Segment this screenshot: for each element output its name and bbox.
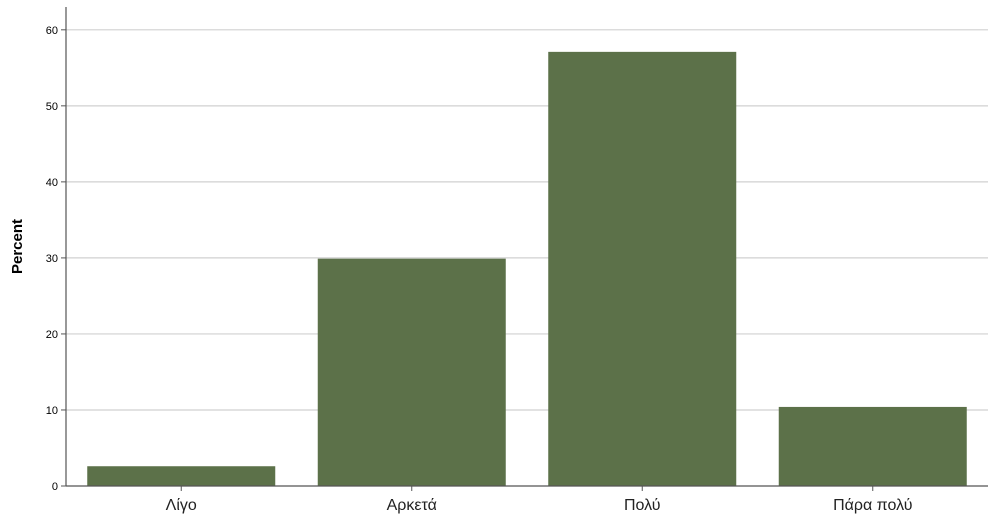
y-tick-label: 30 — [46, 253, 58, 265]
bar — [548, 51, 737, 486]
y-tick-labels: 0 10 20 30 40 50 60 — [46, 25, 66, 493]
y-tick-label: 0 — [52, 481, 58, 493]
bar — [317, 258, 506, 486]
y-tick-label: 50 — [46, 101, 58, 113]
y-tick-label: 40 — [46, 177, 58, 189]
x-category-label: Πάρα πολύ — [833, 497, 912, 514]
y-tick-label: 20 — [46, 329, 58, 341]
x-category-label: Λίγο — [166, 497, 197, 514]
bars — [87, 51, 967, 486]
gridlines — [66, 29, 988, 411]
y-tick-label: 60 — [46, 25, 58, 37]
bar — [87, 466, 276, 486]
x-category-labels: Λίγο Αρκετά Πολύ Πάρα πολύ — [166, 486, 912, 514]
y-axis-title: Percent — [9, 219, 26, 274]
y-tick-label: 10 — [46, 405, 58, 417]
x-category-label: Αρκετά — [387, 497, 437, 514]
axes — [65, 7, 988, 487]
x-category-label: Πολύ — [624, 497, 661, 514]
bar — [778, 406, 967, 486]
